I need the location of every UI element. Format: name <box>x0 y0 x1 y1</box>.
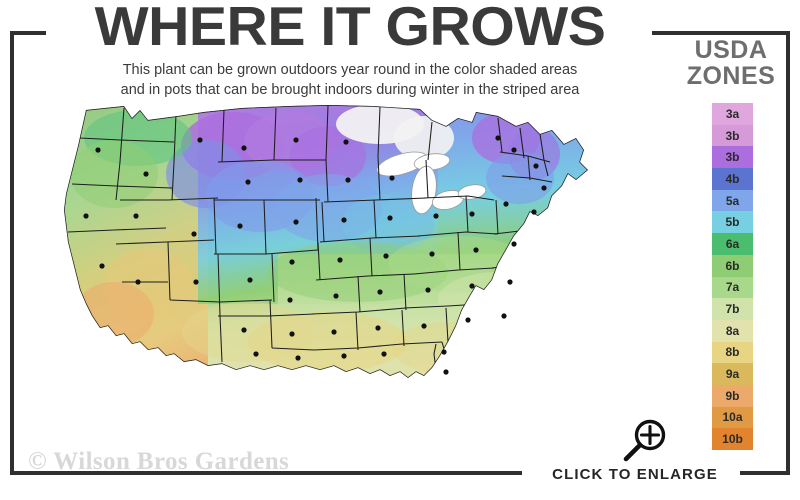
frame-top-left-segment <box>10 31 46 35</box>
legend-zone-swatch: 7a <box>712 276 753 299</box>
legend-zone-swatch: 8a <box>712 319 753 342</box>
frame-top-right-segment <box>652 31 790 35</box>
legend-zone-swatch: 3b <box>712 124 753 147</box>
legend-zone-swatch: 10a <box>712 406 753 429</box>
legend-zone-swatch: 9a <box>712 363 753 385</box>
frame-left-segment <box>10 31 14 475</box>
page-subtitle: This plant can be grown outdoors year ro… <box>40 60 660 100</box>
legend-zone-swatch: 9b <box>712 384 753 407</box>
legend-zone-swatch: 7b <box>712 298 753 320</box>
legend-zone-swatch: 6a <box>712 233 753 255</box>
legend-heading-line-2: ZONES <box>686 61 776 90</box>
legend-zone-swatch: 5b <box>712 211 753 234</box>
legend-heading-line-1: USDA <box>694 36 768 64</box>
subtitle-line-1: This plant can be grown outdoors year ro… <box>122 62 578 78</box>
page-title: WHERE IT GROWS <box>94 0 606 57</box>
legend-zone-swatch: 6b <box>712 254 753 277</box>
legend-heading: USDA ZONES <box>672 36 790 90</box>
legend-zone-swatch: 10b <box>712 428 753 450</box>
great-lakes <box>376 151 487 215</box>
legend-zone-swatch: 3a <box>712 103 753 125</box>
magnifier-plus-icon[interactable] <box>616 418 672 464</box>
legend-zone-swatch: 4b <box>712 168 753 190</box>
usda-hardiness-zone-map[interactable] <box>28 104 668 452</box>
watermark-credit: © Wilson Bros Gardens <box>28 448 290 475</box>
click-to-enlarge-label[interactable]: CLICK TO ENLARGE <box>552 466 718 483</box>
legend-zone-swatch: 8b <box>712 341 753 364</box>
legend-zone-swatch: 3b <box>712 146 753 169</box>
legend-zone-swatch: 5a <box>712 189 753 212</box>
subtitle-line-2: and in pots that can be brought indoors … <box>120 82 580 98</box>
usda-zone-legend: 3a 3b 3b 4b 5a 5b 6a 6b 7a 7b 8a 8b 9a 9b 10a 10b <box>712 103 753 450</box>
frame-right-segment <box>786 31 790 475</box>
city-markers <box>83 135 547 375</box>
frame-bottom-right-segment <box>740 471 790 475</box>
frame-bottom-left-segment <box>10 471 522 475</box>
